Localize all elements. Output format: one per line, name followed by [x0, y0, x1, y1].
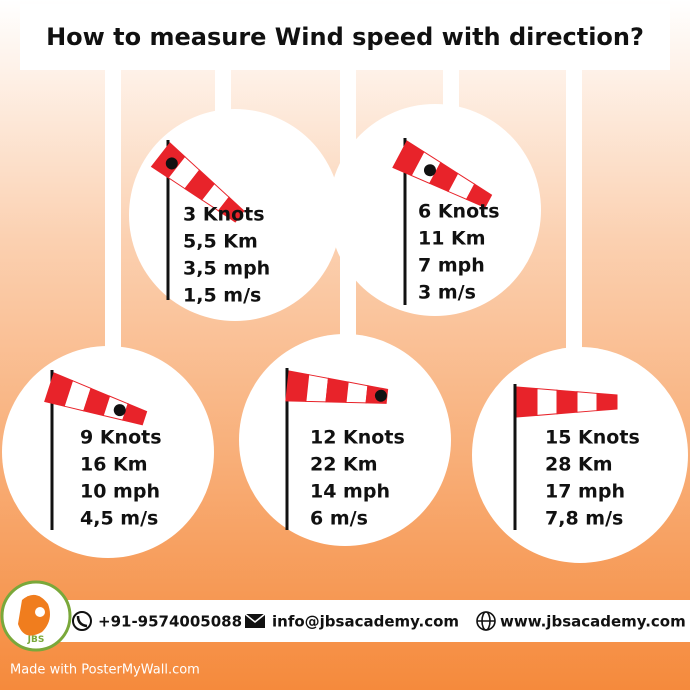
sock-stripe	[122, 403, 148, 426]
title: How to measure Wind speed with direction…	[46, 23, 644, 51]
sock-stripe	[345, 381, 369, 404]
card: 15 Knots 28 Km 17 mph 7,8 m/s	[472, 347, 688, 563]
email: info@jbsacademy.com	[272, 613, 459, 631]
sock-dot	[113, 404, 126, 417]
card-line: 22 Km	[310, 454, 378, 476]
sock-stripe	[305, 374, 329, 403]
windsock	[516, 386, 618, 418]
card-line: 12 Knots	[310, 427, 405, 449]
card-line: 9 Knots	[80, 427, 162, 449]
windsock	[285, 370, 389, 404]
sock-stripe	[516, 386, 538, 418]
logo: JBS	[0, 580, 72, 652]
windsock	[44, 372, 148, 426]
card-line: 4,5 m/s	[80, 508, 158, 530]
globe-icon	[476, 611, 496, 631]
footer-bar	[60, 600, 690, 642]
sock-dot	[423, 164, 436, 177]
logo-text: JBS	[27, 635, 45, 645]
sock-stripe	[217, 196, 245, 223]
card: 6 Knots 11 Km 7 mph 3 m/s	[329, 104, 541, 316]
card-line: 3 Knots	[183, 204, 265, 226]
card-line: 11 Km	[418, 228, 486, 250]
sock-dot	[165, 157, 178, 170]
sock-stripe	[596, 392, 618, 412]
card-line: 3 m/s	[418, 282, 476, 304]
watermark: Made with PosterMyWall.com	[10, 663, 200, 678]
email-icon	[244, 613, 266, 628]
card-line: 15 Knots	[545, 427, 640, 449]
sock-dot	[374, 389, 387, 402]
sock-stripe	[465, 183, 493, 209]
card-line: 6 m/s	[310, 508, 368, 530]
card-line: 17 mph	[545, 481, 625, 503]
title-bar	[20, 4, 670, 70]
sock-stripe	[325, 377, 349, 403]
card-circle	[329, 104, 541, 316]
card-line: 14 mph	[310, 481, 390, 503]
sock-stripe	[556, 389, 578, 415]
card-line: 7,8 m/s	[545, 508, 623, 530]
card-line: 10 mph	[80, 481, 160, 503]
card: 9 Knots 16 Km 10 mph 4,5 m/s	[2, 346, 214, 558]
card-line: 28 Km	[545, 454, 613, 476]
sock-stripe	[576, 391, 598, 413]
cards: 3 Knots 5,5 Km 3,5 mph 1,5 m/s 6 Knots 11 Km 7…	[2, 104, 688, 563]
windsock	[150, 142, 245, 223]
website: www.jbsacademy.com	[500, 613, 686, 631]
phone-icon	[72, 611, 92, 631]
card-line: 7 mph	[418, 255, 485, 277]
windsock	[392, 140, 493, 209]
card-line: 6 Knots	[418, 201, 500, 223]
card: 12 Knots 22 Km 14 mph 6 m/s	[239, 334, 451, 546]
phone: +91-9574005088	[98, 613, 242, 631]
sock-stripe	[285, 370, 310, 402]
card: 3 Knots 5,5 Km 3,5 mph 1,5 m/s	[129, 109, 341, 321]
sock-stripe	[536, 388, 558, 416]
card-line: 5,5 Km	[183, 231, 258, 253]
card-line: 3,5 mph	[183, 258, 270, 280]
card-line: 1,5 m/s	[183, 285, 261, 307]
card-line: 16 Km	[80, 454, 148, 476]
